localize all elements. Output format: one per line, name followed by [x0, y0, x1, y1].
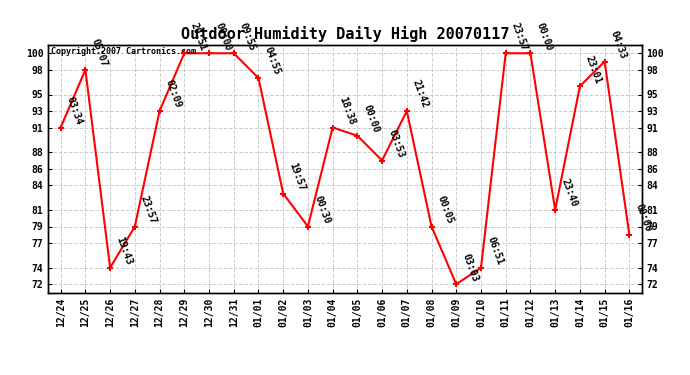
Text: 23:57: 23:57 [139, 194, 159, 225]
Text: 00:00: 00:00 [633, 202, 653, 233]
Text: 04:33: 04:33 [609, 29, 628, 60]
Text: 23:57: 23:57 [510, 21, 529, 52]
Title: Outdoor Humidity Daily High 20070117: Outdoor Humidity Daily High 20070117 [181, 27, 509, 42]
Text: Copyright 2007 Cartronics.com: Copyright 2007 Cartronics.com [51, 48, 196, 57]
Text: 00:00: 00:00 [535, 21, 554, 52]
Text: 03:34: 03:34 [65, 95, 84, 126]
Text: 19:43: 19:43 [115, 236, 134, 266]
Text: 05:07: 05:07 [90, 38, 109, 68]
Text: 03:53: 03:53 [386, 128, 406, 159]
Text: 00:30: 00:30 [312, 194, 331, 225]
Text: 21:42: 21:42 [411, 79, 431, 110]
Text: 00:05: 00:05 [435, 194, 455, 225]
Text: 19:57: 19:57 [287, 161, 307, 192]
Text: 23:40: 23:40 [560, 178, 579, 209]
Text: 00:00: 00:00 [362, 104, 381, 134]
Text: 23:01: 23:01 [584, 54, 604, 85]
Text: 06:51: 06:51 [485, 236, 504, 266]
Text: 20:51: 20:51 [188, 21, 208, 52]
Text: 18:38: 18:38 [337, 95, 356, 126]
Text: 09:55: 09:55 [238, 21, 257, 52]
Text: 04:55: 04:55 [263, 46, 282, 76]
Text: 02:09: 02:09 [164, 79, 183, 110]
Text: 00:00: 00:00 [213, 21, 233, 52]
Text: 03:03: 03:03 [460, 252, 480, 283]
